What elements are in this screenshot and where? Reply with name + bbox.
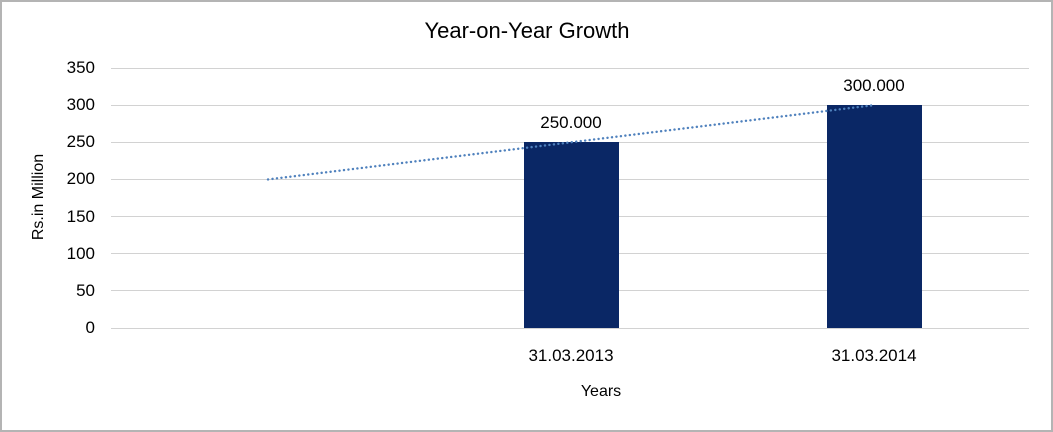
x-axis-tick-label: 31.03.2013 xyxy=(528,346,614,365)
y-axis-title: Rs.in Million xyxy=(30,153,47,241)
y-axis-tick-label: 150 xyxy=(66,206,95,226)
gridline xyxy=(111,67,1029,69)
data-label: 250.000 xyxy=(540,113,602,133)
y-axis-tick-label: 250 xyxy=(66,132,95,152)
chart-title: Year-on-Year Growth xyxy=(424,18,630,43)
bar-31.03.2013 xyxy=(523,142,619,328)
gridline xyxy=(111,327,1029,329)
y-axis-tick-label: 350 xyxy=(66,58,95,77)
bar-31.03.2014 xyxy=(826,105,922,328)
x-axis-title: Years xyxy=(580,383,622,400)
y-axis-tick-label: 200 xyxy=(66,169,95,189)
y-axis-tick-label: 0 xyxy=(85,318,95,337)
y-axis-tick-label: 50 xyxy=(76,280,95,300)
x-axis-tick-label: 31.03.2014 xyxy=(831,346,917,365)
y-axis-tick-label: 100 xyxy=(66,243,95,263)
y-axis-tick-label: 300 xyxy=(66,95,95,115)
data-label: 300.000 xyxy=(843,76,905,96)
